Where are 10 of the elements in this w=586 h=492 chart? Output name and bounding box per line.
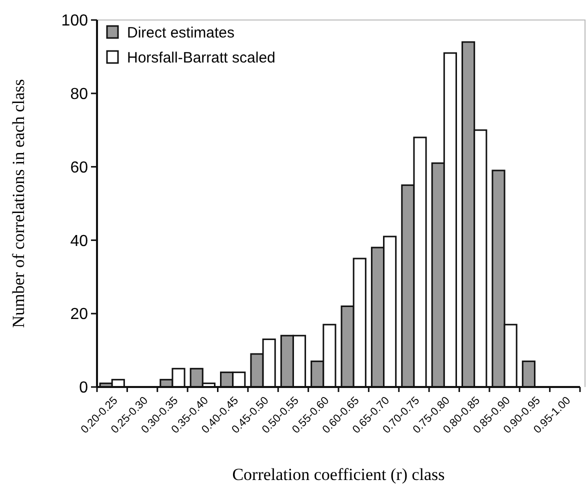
y-tick-label: 100 xyxy=(61,12,88,30)
y-tick-label: 0 xyxy=(79,380,88,397)
y-tick-label: 80 xyxy=(70,86,88,103)
y-axis-title: Number of correlations in each class xyxy=(9,79,28,328)
y-tick-label: 40 xyxy=(70,232,88,250)
y-tick-label: 60 xyxy=(70,159,88,176)
y-tick-label: 20 xyxy=(70,306,88,324)
legend-label: Direct estimates xyxy=(127,24,235,42)
legend-label: Horsfall-Barratt scaled xyxy=(127,49,276,66)
x-axis-title: Correlation coefficient (r) class xyxy=(232,465,445,484)
